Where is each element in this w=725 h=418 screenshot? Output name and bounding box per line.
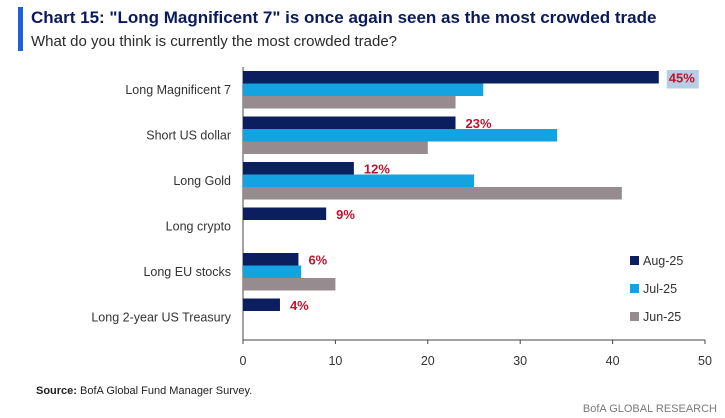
- data-label: 6%: [308, 253, 327, 268]
- x-tick-label: 0: [240, 354, 247, 368]
- bar-jul-25: [243, 174, 474, 187]
- bar-aug-25: [243, 207, 327, 220]
- category-label: Long 2-year US Treasury: [91, 310, 231, 324]
- bar-jun-25: [243, 187, 622, 200]
- bar-aug-25: [243, 253, 299, 266]
- source-note: Source: BofA Global Fund Manager Survey.: [36, 385, 252, 397]
- x-tick-label: 50: [698, 354, 712, 368]
- bar-jun-25: [243, 141, 428, 154]
- brand-label: BofA GLOBAL RESEARCH: [582, 403, 717, 415]
- data-label-highlight: [666, 70, 699, 89]
- legend-swatch-aug-25: [630, 256, 639, 265]
- category-label: Long Gold: [173, 174, 231, 188]
- legend-label: Aug-25: [643, 254, 683, 268]
- legend-label: Jun-25: [643, 310, 681, 324]
- bar-aug-25: [243, 116, 456, 129]
- source-label: Source:: [36, 385, 77, 397]
- bar-jul-25: [243, 129, 558, 142]
- category-label: Long crypto: [166, 219, 231, 233]
- data-label: 12%: [364, 162, 390, 177]
- data-label: 9%: [336, 207, 355, 222]
- data-label: 45%: [669, 71, 695, 86]
- data-label: 4%: [290, 298, 309, 313]
- category-label: Long EU stocks: [143, 265, 231, 279]
- source-text: BofA Global Fund Manager Survey.: [76, 385, 253, 397]
- bar-jul-25: [243, 265, 302, 278]
- legend-swatch-jul-25: [630, 284, 639, 293]
- bar-jun-25: [243, 96, 456, 109]
- category-label: Long Magnificent 7: [125, 83, 231, 97]
- chart-subtitle: What do you think is currently the most …: [31, 33, 398, 50]
- x-tick-label: 20: [421, 354, 435, 368]
- bar-jun-25: [243, 278, 336, 291]
- title-accent-bar: [18, 7, 23, 51]
- x-tick-label: 40: [606, 354, 620, 368]
- legend-label: Jul-25: [643, 282, 677, 296]
- x-tick-label: 10: [328, 354, 342, 368]
- bar-aug-25: [243, 162, 354, 175]
- bar-aug-25: [243, 71, 659, 84]
- legend-swatch-jun-25: [630, 312, 639, 321]
- bar-aug-25: [243, 298, 280, 311]
- bar-jul-25: [243, 83, 484, 96]
- data-label: 23%: [466, 116, 492, 131]
- category-label: Short US dollar: [146, 128, 231, 142]
- x-tick-label: 30: [513, 354, 527, 368]
- chart-title: Chart 15: "Long Magnificent 7" is once a…: [31, 8, 657, 27]
